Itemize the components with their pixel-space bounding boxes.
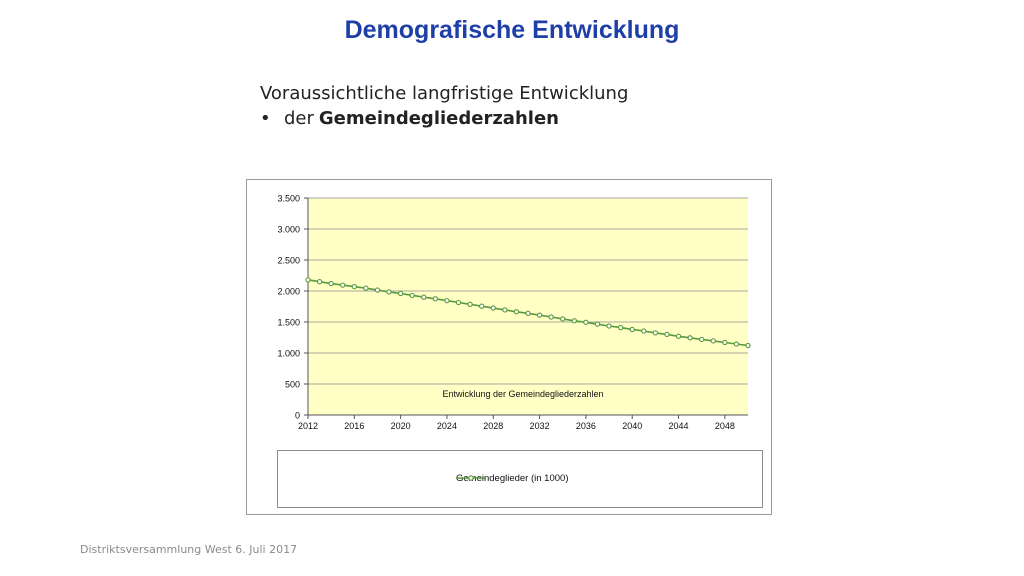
x-tick-label: 2020 xyxy=(391,421,411,431)
data-point xyxy=(409,292,415,298)
y-tick-label: 2.500 xyxy=(277,256,300,266)
data-point xyxy=(675,333,682,339)
y-tick-label: 0 xyxy=(295,411,300,421)
x-tick-label: 2028 xyxy=(483,421,503,431)
data-point xyxy=(421,294,427,300)
data-point xyxy=(571,318,577,324)
slide-title: Demografische Entwicklung xyxy=(344,16,680,44)
data-point xyxy=(479,303,485,309)
legend-entry: Gemeindeglieder (in 1000) xyxy=(456,471,568,485)
data-point xyxy=(699,336,705,343)
data-point xyxy=(467,301,473,307)
x-tick-label: 2012 xyxy=(298,421,318,431)
bullet-symbol: • xyxy=(260,108,271,129)
bullet-item: • der Gemeindegliederzahlen xyxy=(260,108,559,129)
x-tick-label: 2048 xyxy=(715,421,735,431)
bullet-text-plain: der xyxy=(284,108,314,129)
x-tick-label: 2036 xyxy=(576,421,596,431)
data-point xyxy=(664,331,670,338)
data-point xyxy=(351,284,357,290)
y-tick-label: 3.000 xyxy=(277,225,300,235)
data-point xyxy=(340,282,346,288)
line-chart: 0 500 1.000 1.500 2.000 2.500 3.000 3.500 2012 20… xyxy=(277,194,751,431)
data-point xyxy=(733,341,740,347)
data-point xyxy=(513,309,520,315)
data-point xyxy=(316,279,323,285)
x-tick-label: 2044 xyxy=(669,421,689,431)
bullet-text-bold: Gemeindegliederzahlen xyxy=(318,108,559,129)
data-point xyxy=(606,323,612,329)
x-tick-label: 2040 xyxy=(622,421,642,431)
data-point xyxy=(374,287,381,293)
data-point xyxy=(386,289,392,295)
data-point xyxy=(444,297,450,304)
data-point xyxy=(687,335,693,341)
chart-frame: 0 500 1.000 1.500 2.000 2.500 3.000 3.500 2012 20… xyxy=(246,179,772,515)
y-tick-label: 1.500 xyxy=(277,318,300,328)
data-point xyxy=(455,299,462,306)
y-tick-label: 1.000 xyxy=(277,349,300,359)
data-point xyxy=(641,328,647,334)
data-point xyxy=(305,277,311,283)
data-point xyxy=(432,296,439,302)
x-tick-label: 2016 xyxy=(344,421,364,431)
data-point xyxy=(629,326,635,333)
data-point xyxy=(397,290,404,297)
data-point xyxy=(536,312,543,318)
data-point xyxy=(652,330,659,336)
data-point xyxy=(583,319,589,325)
plot-area xyxy=(308,198,748,415)
y-tick-label: 2.000 xyxy=(277,287,300,297)
legend-swatch xyxy=(456,475,486,481)
data-point xyxy=(710,338,716,344)
data-point xyxy=(490,305,496,311)
data-point xyxy=(548,314,554,320)
data-point xyxy=(363,285,369,291)
data-point xyxy=(594,321,601,327)
y-tick-label: 500 xyxy=(285,380,300,390)
data-point xyxy=(617,324,624,331)
x-tick-label: 2032 xyxy=(530,421,550,431)
data-point xyxy=(525,310,531,316)
y-tick-label: 3.500 xyxy=(277,194,300,204)
x-tick-label: 2024 xyxy=(437,421,457,431)
slide-subtitle: Voraussichtliche langfristige Entwicklun… xyxy=(260,83,629,104)
data-point xyxy=(502,307,508,313)
chart-annotation: Entwicklung der Gemeindegliederzahlen xyxy=(442,389,603,399)
data-point xyxy=(745,342,751,349)
data-point xyxy=(560,316,566,322)
legend-label: Gemeindeglieder (in 1000) xyxy=(456,472,569,484)
data-point xyxy=(722,339,728,346)
data-point xyxy=(328,280,334,287)
chart-legend: Gemeindeglieder (in 1000) xyxy=(277,450,763,508)
slide-footer: Distriktsversammlung West 6. Juli 2017 xyxy=(80,543,298,556)
